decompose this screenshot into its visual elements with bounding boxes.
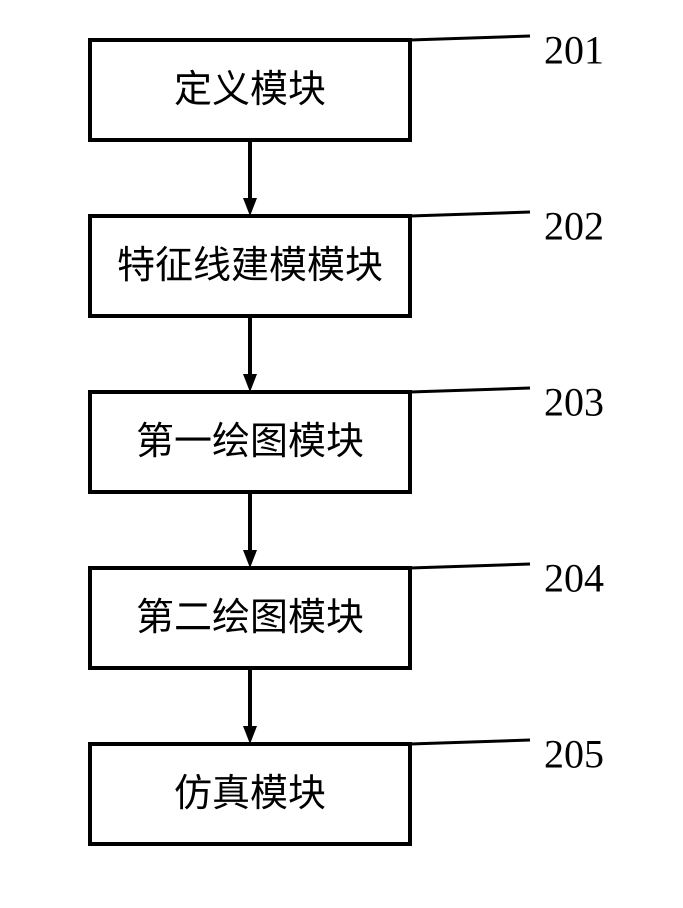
reference-number: 204: [544, 556, 604, 601]
reference-number: 203: [544, 380, 604, 425]
arrowhead-icon: [243, 726, 257, 744]
leader-line: [410, 388, 530, 392]
module-label: 特征线建模模块: [117, 245, 383, 287]
leader-line: [410, 740, 530, 744]
arrowhead-icon: [243, 550, 257, 568]
module-label: 第一绘图模块: [136, 421, 364, 463]
leader-line: [410, 564, 530, 568]
reference-number: 201: [544, 28, 604, 73]
reference-number: 205: [544, 732, 604, 777]
leader-line: [410, 36, 530, 40]
arrowhead-icon: [243, 198, 257, 216]
module-label: 仿真模块: [174, 773, 326, 815]
leader-line: [410, 212, 530, 216]
module-label: 定义模块: [174, 69, 326, 111]
arrowhead-icon: [243, 374, 257, 392]
reference-number: 202: [544, 204, 604, 249]
module-label: 第二绘图模块: [136, 597, 364, 639]
